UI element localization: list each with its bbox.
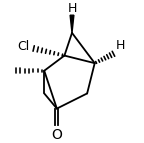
Text: H: H: [67, 2, 77, 15]
Text: Cl: Cl: [17, 40, 29, 53]
Polygon shape: [70, 15, 74, 33]
Text: H: H: [116, 39, 126, 52]
Text: O: O: [51, 128, 62, 142]
